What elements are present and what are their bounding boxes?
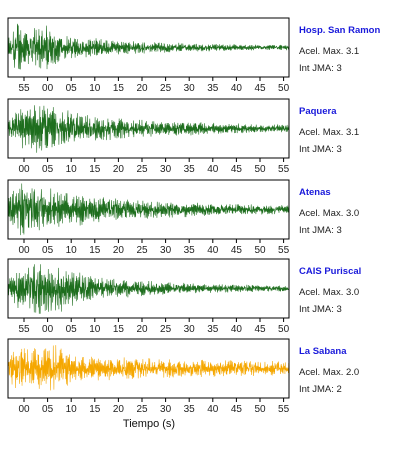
tick-label: 05 [66, 324, 78, 335]
tick-label: 35 [184, 404, 196, 415]
jma-intensity-label: Int JMA: 3 [299, 225, 342, 236]
max-accel-label: Acel. Max. 3.1 [299, 46, 359, 57]
jma-intensity-label: Int JMA: 3 [299, 63, 342, 74]
tick-label: 10 [89, 83, 101, 94]
tick-label: 25 [136, 164, 148, 175]
tick-label: 40 [231, 83, 243, 94]
tick-label: 00 [18, 245, 30, 256]
waveform-line [7, 23, 290, 70]
panel-3: 55 00 05 10 15 20 25 30 35 40 45 50 CAIS Puriscal Ace… [7, 258, 361, 335]
tick-label: 50 [254, 245, 266, 256]
tick-label: 50 [278, 83, 290, 94]
panel-frame [7, 17, 290, 78]
panel-2: 00 05 10 15 20 25 30 35 40 45 50 55 Atenas Acel. Max.… [7, 179, 359, 256]
max-accel-label: Acel. Max. 3.0 [299, 287, 359, 298]
tick-label: 05 [42, 404, 54, 415]
tick-label: 05 [42, 164, 54, 175]
tick-label: 20 [113, 245, 125, 256]
tick-label: 10 [66, 404, 78, 415]
tick-label: 20 [113, 164, 125, 175]
station-name: Hosp. San Ramon [299, 25, 380, 36]
tick-label: 00 [42, 324, 54, 335]
tick-label: 20 [113, 404, 125, 415]
panel-frame [7, 338, 290, 399]
tick-label: 55 [18, 83, 30, 94]
panel-frame [7, 258, 290, 319]
tick-label: 35 [184, 245, 196, 256]
tick-label: 50 [254, 164, 266, 175]
tick-label: 45 [254, 83, 266, 94]
jma-intensity-label: Int JMA: 3 [299, 144, 342, 155]
jma-intensity-label: Int JMA: 3 [299, 304, 342, 315]
tick-label: 15 [89, 164, 101, 175]
tick-label: 30 [160, 164, 172, 175]
panel-1: 00 05 10 15 20 25 30 35 40 45 50 55 Paquera Acel. Max… [7, 98, 359, 175]
tick-label: 05 [66, 83, 78, 94]
tick-label: 25 [160, 83, 172, 94]
tick-label: 05 [42, 245, 54, 256]
station-name: Paquera [299, 106, 337, 117]
station-name: Atenas [299, 187, 331, 198]
waveform-line [7, 105, 290, 153]
panel-frame [7, 98, 290, 159]
tick-label: 30 [160, 245, 172, 256]
jma-intensity-label: Int JMA: 2 [299, 384, 342, 395]
tick-label: 50 [278, 324, 290, 335]
tick-label: 45 [231, 245, 243, 256]
station-name: CAIS Puriscal [299, 266, 361, 277]
tick-label: 35 [184, 164, 196, 175]
panels: 55 00 05 10 15 20 25 30 35 40 45 50 Hosp. San Ramon A… [7, 17, 380, 415]
waveform-line [7, 264, 290, 314]
tick-label: 30 [184, 324, 196, 335]
tick-label: 00 [18, 164, 30, 175]
tick-label: 45 [231, 164, 243, 175]
tick-label: 40 [231, 324, 243, 335]
waveform-line [7, 183, 290, 236]
tick-label: 45 [231, 404, 243, 415]
tick-label: 40 [207, 164, 219, 175]
station-name: La Sabana [299, 346, 347, 357]
tick-label: 10 [89, 324, 101, 335]
tick-label: 55 [278, 404, 290, 415]
tick-label: 45 [254, 324, 266, 335]
tick-label: 00 [18, 404, 30, 415]
panel-4: 00 05 10 15 20 25 30 35 40 45 50 55 La Sabana Acel. M… [7, 338, 359, 415]
tick-label: 10 [66, 164, 78, 175]
tick-label: 20 [136, 83, 148, 94]
max-accel-label: Acel. Max. 3.1 [299, 127, 359, 138]
tick-label: 55 [278, 164, 290, 175]
tick-label: 15 [113, 83, 125, 94]
tick-label: 25 [160, 324, 172, 335]
max-accel-label: Acel. Max. 2.0 [299, 367, 359, 378]
tick-label: 00 [42, 83, 54, 94]
tick-label: 15 [113, 324, 125, 335]
tick-label: 50 [254, 404, 266, 415]
tick-label: 35 [207, 324, 219, 335]
tick-label: 55 [278, 245, 290, 256]
waveform-line [7, 345, 290, 391]
tick-label: 40 [207, 404, 219, 415]
tick-label: 25 [136, 404, 148, 415]
tick-label: 15 [89, 404, 101, 415]
tick-label: 15 [89, 245, 101, 256]
panel-frame [7, 179, 290, 240]
tick-label: 35 [207, 83, 219, 94]
tick-label: 55 [18, 324, 30, 335]
tick-label: 25 [136, 245, 148, 256]
panel-0: 55 00 05 10 15 20 25 30 35 40 45 50 Hosp. San Ramon A… [7, 17, 380, 94]
tick-label: 30 [160, 404, 172, 415]
tick-label: 20 [136, 324, 148, 335]
tick-label: 10 [66, 245, 78, 256]
tick-label: 30 [184, 83, 196, 94]
tick-label: 40 [207, 245, 219, 256]
max-accel-label: Acel. Max. 3.0 [299, 208, 359, 219]
x-axis-title: Tiempo (s) [123, 418, 175, 430]
